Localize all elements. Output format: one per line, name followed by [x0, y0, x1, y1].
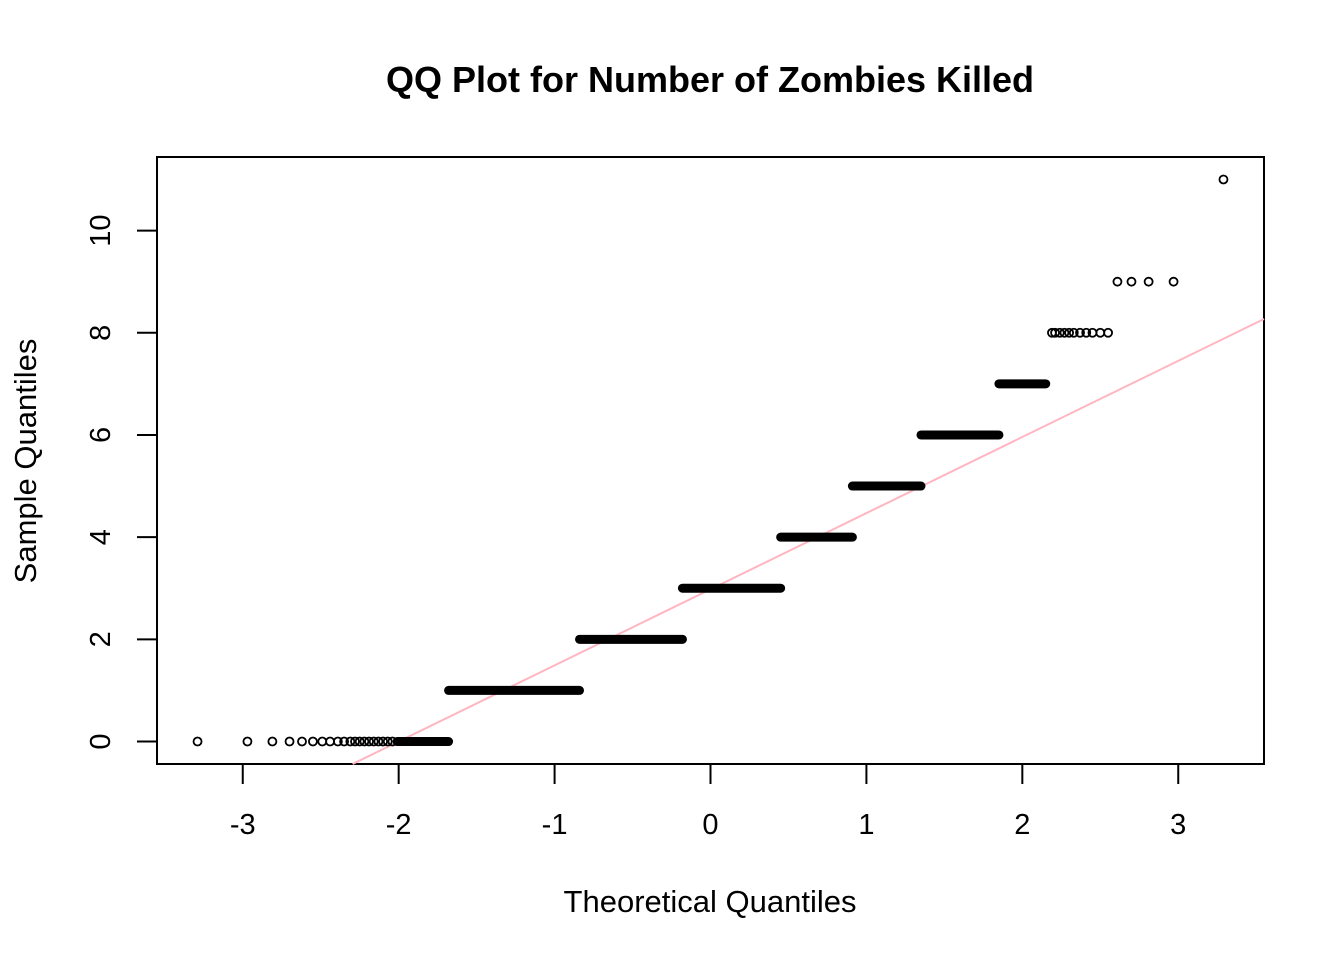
chart-title: QQ Plot for Number of Zombies Killed — [386, 59, 1034, 100]
x-tick-label: -2 — [386, 809, 412, 841]
data-point — [1064, 327, 1075, 338]
data-point — [368, 736, 379, 747]
data-point — [1054, 327, 1065, 338]
data-point — [1059, 327, 1070, 338]
data-point — [192, 736, 203, 747]
data-point — [325, 736, 335, 747]
y-tick-label: 0 — [85, 733, 117, 749]
data-point — [284, 736, 295, 747]
data-point — [242, 736, 253, 747]
data-point — [364, 736, 374, 747]
data-points — [192, 174, 1229, 747]
x-axis: -3 -2 -1 0 1 2 3 — [230, 763, 1186, 841]
data-point — [359, 736, 370, 747]
data-point — [373, 736, 384, 747]
y-axis: 0 2 4 6 8 10 — [85, 214, 158, 750]
y-axis-label: Sample Quantiles — [8, 339, 43, 584]
x-tick-label: -1 — [542, 809, 568, 841]
data-point — [345, 736, 356, 747]
plot-area — [192, 174, 1265, 765]
data-point — [350, 736, 360, 747]
data-point — [1143, 276, 1154, 287]
data-point — [1068, 327, 1079, 338]
data-point — [1126, 276, 1137, 287]
data-point — [1050, 327, 1060, 338]
x-tick-label: 2 — [1014, 809, 1030, 841]
data-point — [1075, 327, 1085, 338]
x-axis-label: Theoretical Quantiles — [564, 884, 857, 919]
data-point — [297, 736, 307, 747]
data-point — [382, 736, 393, 747]
data-point — [1218, 174, 1229, 185]
data-point — [267, 736, 278, 747]
data-point — [378, 736, 388, 747]
data-point — [1168, 276, 1179, 287]
data-point — [1095, 327, 1106, 338]
data-point — [317, 736, 328, 747]
data-point — [1081, 327, 1092, 338]
data-point — [339, 736, 349, 747]
y-tick-label: 8 — [85, 325, 117, 341]
x-tick-label: -3 — [230, 809, 256, 841]
data-point — [1112, 276, 1123, 287]
y-tick-label: 10 — [85, 214, 117, 246]
data-point — [308, 736, 318, 747]
y-tick-label: 6 — [85, 427, 117, 443]
y-tick-label: 4 — [85, 529, 117, 545]
data-point — [1103, 327, 1113, 338]
x-tick-label: 3 — [1170, 809, 1186, 841]
y-tick-label: 2 — [85, 631, 117, 647]
data-point — [354, 736, 365, 747]
plot-frame — [156, 156, 1265, 765]
data-point — [332, 736, 343, 747]
x-tick-label: 0 — [702, 809, 718, 841]
x-tick-label: 1 — [858, 809, 874, 841]
